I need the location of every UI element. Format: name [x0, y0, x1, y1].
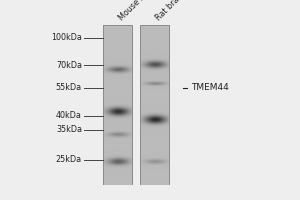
Text: 70kDa: 70kDa [56, 60, 82, 70]
Text: 40kDa: 40kDa [56, 112, 82, 120]
Text: Mouse brain: Mouse brain [117, 0, 158, 22]
Text: TMEM44: TMEM44 [191, 84, 229, 92]
Text: 35kDa: 35kDa [56, 126, 82, 134]
Text: Rat brain: Rat brain [154, 0, 186, 22]
Text: 100kDa: 100kDa [51, 33, 82, 43]
Text: 55kDa: 55kDa [56, 84, 82, 92]
Text: 25kDa: 25kDa [56, 156, 82, 164]
